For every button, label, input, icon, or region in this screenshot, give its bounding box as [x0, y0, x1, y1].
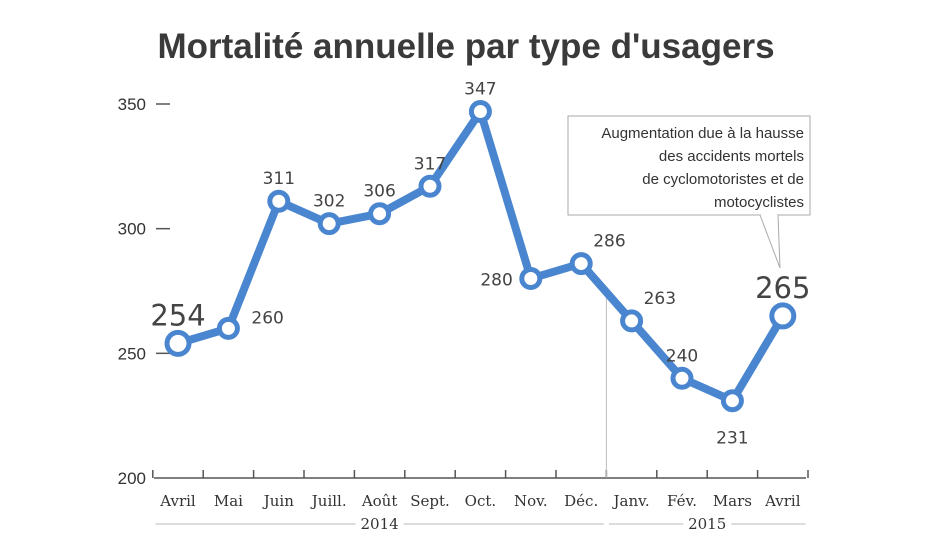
year-label: 2014: [361, 515, 399, 533]
data-label: 240: [666, 346, 698, 366]
data-labels: 254 260 311 302 306 317 347 280 286 263 240 231 265: [150, 79, 810, 448]
data-label: 280: [480, 271, 512, 291]
data-point: [519, 267, 543, 291]
x-tick-label: Déc.: [564, 492, 598, 510]
data-point: [720, 389, 744, 413]
data-label: 317: [414, 154, 446, 174]
x-tick-label: Fév.: [667, 492, 697, 510]
data-label: 311: [263, 169, 295, 189]
data-label: 347: [464, 79, 496, 99]
x-tick-label: Juill.: [310, 492, 347, 510]
data-point: [368, 202, 392, 226]
x-tick-label: Oct.: [465, 492, 497, 510]
x-tick-label: Juin: [262, 492, 294, 510]
x-tick-label: Août: [361, 492, 398, 510]
data-point: [769, 302, 797, 330]
data-label: 254: [150, 298, 205, 332]
x-tick-label: Mai: [214, 492, 243, 510]
x-tick-label: Avril: [159, 492, 196, 510]
x-tick-label: Nov.: [514, 492, 548, 510]
y-tick-label: 350: [118, 95, 146, 114]
data-point: [164, 329, 192, 357]
y-tick-label: 200: [118, 469, 146, 488]
data-point: [468, 99, 492, 123]
data-label: 231: [716, 429, 748, 449]
annotation-box: [567, 115, 811, 216]
annotation-line-3: de cyclomotoristes et de: [642, 171, 804, 188]
x-axis: Avril Mai Juin Juill. Août Sept. Oct. Nov. Déc. J…: [152, 470, 809, 510]
data-label: 265: [755, 271, 810, 305]
data-label: 286: [593, 232, 625, 252]
data-point: [569, 252, 593, 276]
series-mortalite: [164, 99, 797, 413]
data-label: 263: [644, 289, 676, 309]
year-groups: 2014 2015: [155, 297, 806, 533]
y-tick-label: 250: [118, 344, 146, 363]
data-point: [620, 309, 644, 333]
data-label: 260: [251, 308, 283, 328]
annotation: Augmentation due à la hausse des acciden…: [567, 115, 811, 269]
x-tick-label: Janv.: [612, 492, 650, 510]
data-point: [267, 189, 291, 213]
annotation-pointer: [759, 214, 781, 269]
y-tick-label: 300: [118, 220, 146, 239]
x-tick-label: Mars: [713, 492, 752, 510]
data-point: [418, 174, 442, 198]
y-axis: 200 250 300 350: [118, 95, 170, 488]
data-label: 302: [313, 192, 345, 212]
data-point: [670, 366, 694, 390]
annotation-line-1: Augmentation due à la hausse: [601, 125, 804, 142]
data-point: [317, 212, 341, 236]
x-tick-label: Avril: [764, 492, 801, 510]
x-tick-label: Sept.: [410, 492, 450, 510]
chart-title: Mortalité annuelle par type d'usagers: [157, 27, 774, 66]
annotation-line-2: des accidents mortels: [659, 148, 804, 165]
data-point: [216, 316, 240, 340]
data-label: 306: [363, 182, 395, 202]
year-label: 2015: [688, 515, 726, 533]
annotation-line-4: motocyclistes: [714, 194, 804, 211]
